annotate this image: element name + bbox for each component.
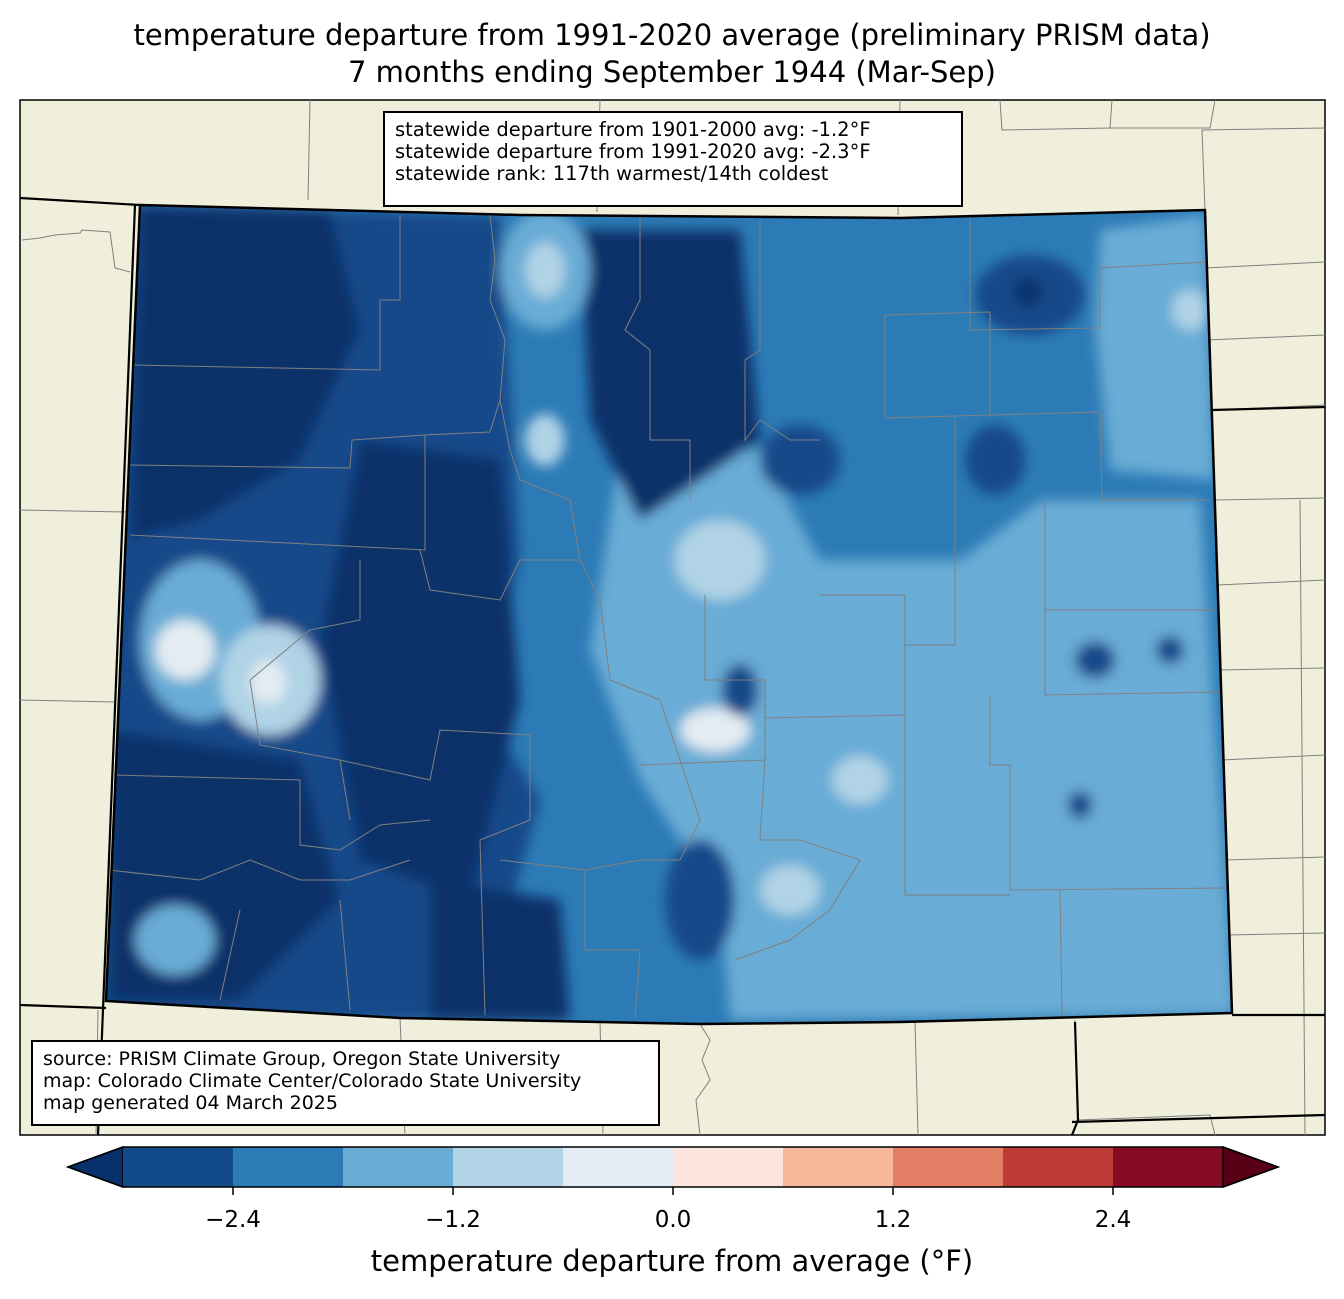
colorbar-bin-4	[453, 1147, 563, 1187]
colorado-county-lines	[107, 214, 1226, 1019]
colorbar-bin-2	[233, 1147, 343, 1187]
colorbar-tick-label: −1.2	[425, 1207, 481, 1233]
colorbar-extend-low	[65, 1145, 124, 1189]
source-line-generated: map generated 04 March 2025	[43, 1092, 338, 1114]
map-title-line2: 7 months ending September 1944 (Mar-Sep)	[348, 55, 996, 89]
colorbar-tick-label: 1.2	[874, 1207, 912, 1233]
colorbar-bin-6	[673, 1147, 783, 1187]
stats-line-rank: statewide rank: 117th warmest/14th colde…	[395, 162, 829, 185]
colorbar-bin-10	[1113, 1147, 1223, 1187]
state-borders	[19, 196, 1326, 1136]
source-box: source: PRISM Climate Group, Oregon Stat…	[31, 1040, 660, 1126]
map-title-line1: temperature departure from 1991-2020 ave…	[133, 18, 1211, 52]
stats-line-1991-2020: statewide departure from 1991-2020 avg: …	[395, 140, 871, 163]
stats-line-1901-2000: statewide departure from 1901-2000 avg: …	[395, 118, 871, 141]
source-line-map: map: Colorado Climate Center/Colorado St…	[43, 1070, 582, 1092]
colorbar-bin-3	[343, 1147, 453, 1187]
colorbar-tick-label: −2.4	[205, 1207, 261, 1233]
colorado-outline	[104, 203, 1234, 1026]
colorbar-extend-high	[1222, 1145, 1281, 1189]
source-line-prism: source: PRISM Climate Group, Oregon Stat…	[43, 1048, 561, 1070]
colorbar-tick-label: 2.4	[1094, 1207, 1132, 1233]
colorbar-label: temperature departure from average (°F)	[370, 1244, 974, 1278]
colorbar-bin-9	[1003, 1147, 1113, 1187]
colorbar	[65, 1145, 1281, 1195]
colorbar-bin-8	[893, 1147, 1003, 1187]
statewide-stats-box: statewide departure from 1901-2000 avg: …	[383, 111, 963, 207]
departure-field	[106, 205, 1232, 1024]
colorbar-bin-5	[563, 1147, 673, 1187]
colorbar-bin-1	[123, 1147, 233, 1187]
colorbar-tick-label: 0.0	[654, 1207, 692, 1233]
colorbar-bin-7	[783, 1147, 893, 1187]
